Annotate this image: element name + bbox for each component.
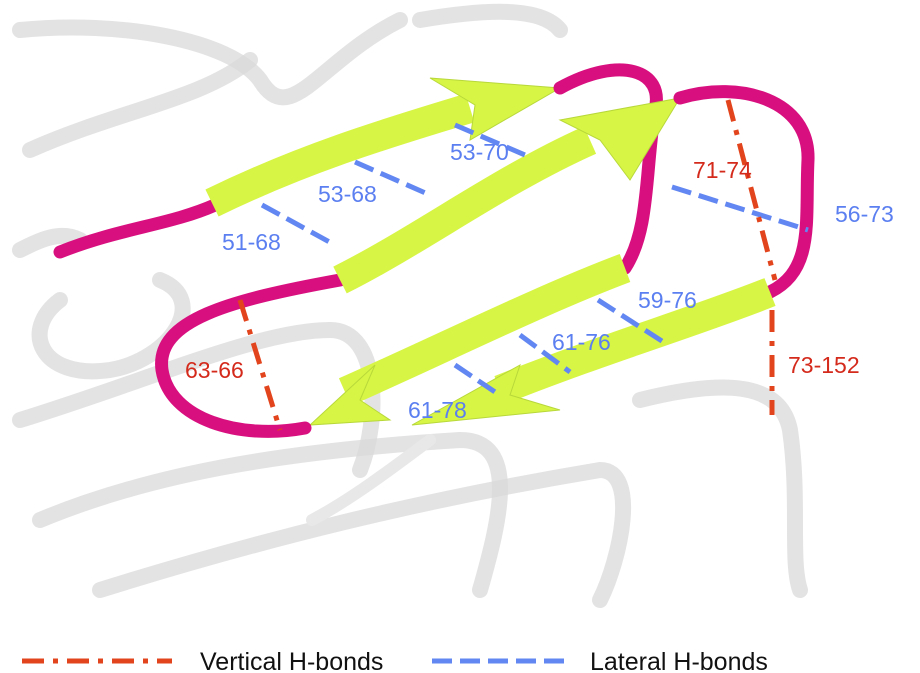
lateral-label: 61-78 <box>408 397 467 423</box>
lateral-label: 59-76 <box>638 287 697 313</box>
legend-label: Lateral H-bonds <box>590 648 768 673</box>
figure: 53-70 53-68 51-68 56-73 59-76 61-76 61-7… <box>0 0 920 673</box>
lateral-label: 53-68 <box>318 181 377 207</box>
lateral-label: 61-76 <box>552 329 611 355</box>
legend: Vertical H-bonds Lateral H-bonds <box>22 648 768 673</box>
lateral-label: 53-70 <box>450 139 509 165</box>
vertical-label: 71-74 <box>693 157 752 183</box>
legend-label: Vertical H-bonds <box>200 648 383 673</box>
lateral-label: 56-73 <box>835 201 894 227</box>
lateral-label: 51-68 <box>222 229 281 255</box>
vertical-label: 63-66 <box>185 357 244 383</box>
vertical-label: 73-152 <box>788 352 860 378</box>
